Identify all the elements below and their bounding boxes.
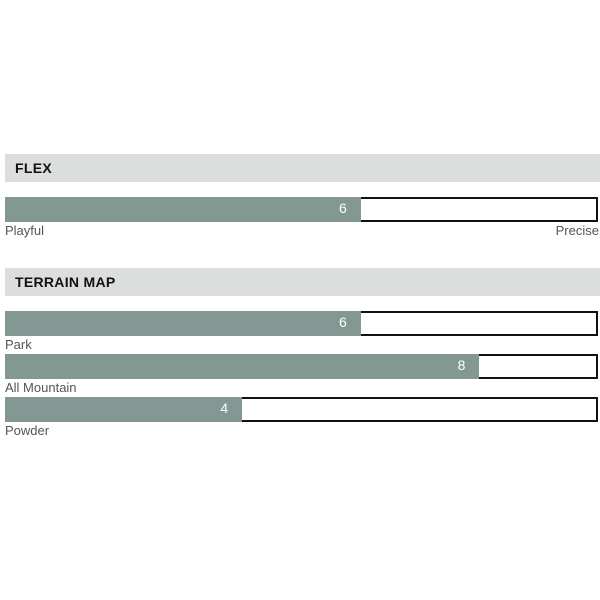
park-bar-fill: 6	[5, 311, 361, 336]
flex-bar: 6	[5, 197, 598, 222]
all-mountain-value: 8	[457, 357, 466, 373]
terrain-title: TERRAIN MAP	[15, 274, 116, 290]
powder-value: 4	[220, 400, 229, 416]
all-mountain-bar-fill: 8	[5, 354, 480, 379]
park-bar: 6	[5, 311, 598, 336]
flex-header: FLEX	[5, 154, 600, 182]
flex-title: FLEX	[15, 160, 52, 176]
park-label: Park	[5, 337, 32, 352]
flex-value: 6	[339, 200, 347, 216]
all-mountain-bar: 8	[5, 354, 598, 379]
park-value: 6	[339, 314, 347, 330]
flex-min-label: Playful	[5, 223, 45, 238]
flex-bar-fill: 6	[5, 197, 361, 222]
terrain-header: TERRAIN MAP	[5, 268, 600, 296]
powder-label: Powder	[5, 423, 50, 438]
powder-bar-fill: 4	[5, 397, 243, 422]
powder-bar: 4	[5, 397, 598, 422]
flex-max-label: Precise	[555, 223, 599, 238]
all-mountain-label: All Mountain	[5, 380, 77, 395]
